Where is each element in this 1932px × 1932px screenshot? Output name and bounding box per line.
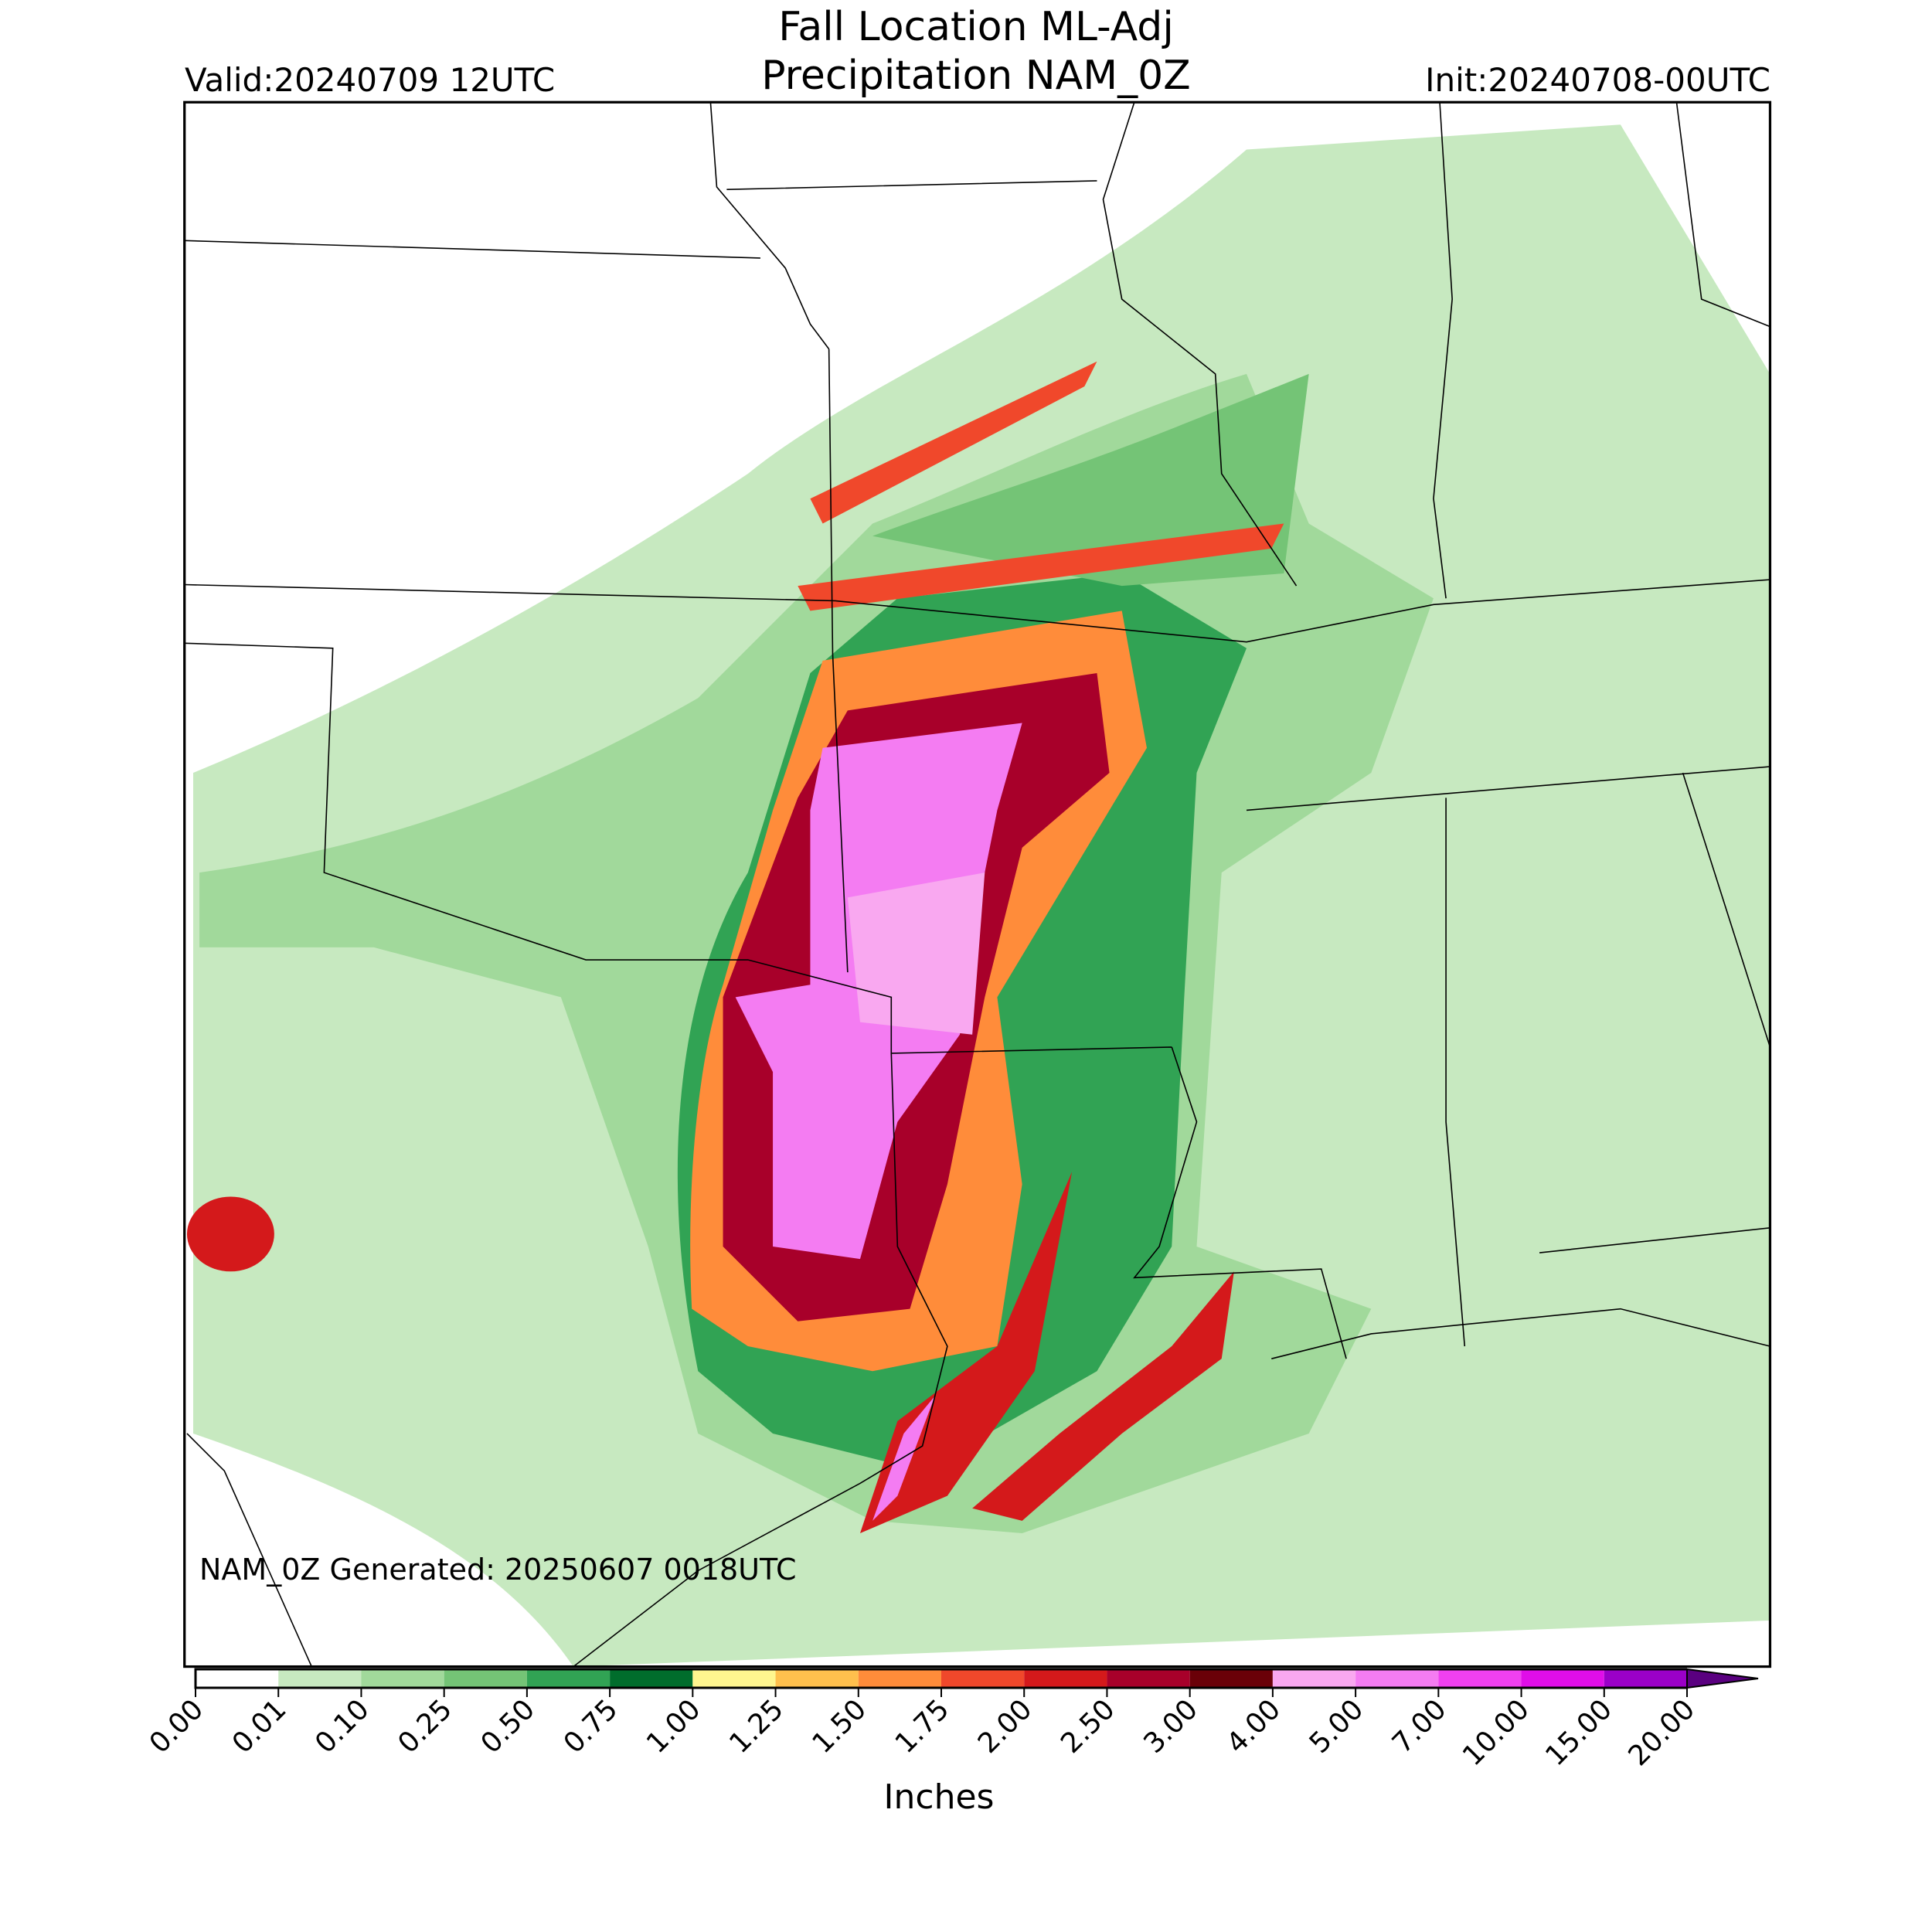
colorbar-tick-label: 1.50 [806, 1693, 872, 1760]
colorbar-segment [444, 1669, 527, 1688]
colorbar-tick-label: 0.10 [309, 1693, 376, 1760]
colorbar-segment [1107, 1669, 1190, 1688]
colorbar-segment [1355, 1669, 1439, 1688]
colorbar-segment [858, 1669, 941, 1688]
state-borders [184, 102, 1770, 1667]
colorbar-segment [1272, 1669, 1356, 1688]
title-line: Fall Location ML-Adj [778, 4, 1174, 50]
valid-time: Valid:20240709 12UTC [185, 61, 555, 99]
map [183, 100, 1772, 1668]
colorbar-tick-label: 0.50 [475, 1693, 542, 1760]
annotation: NAM_0Z Generated: 20250607 0018UTC [199, 1553, 797, 1587]
colorbar-tick-label: 10.00 [1457, 1693, 1536, 1772]
init-time: Init:20240708-00UTC [1425, 61, 1770, 99]
colorbar-tick-label: 1.25 [723, 1693, 790, 1760]
precip-field [186, 124, 1770, 1667]
colorbar-extension [1686, 1668, 1759, 1689]
colorbar-segment [526, 1669, 611, 1688]
colorbar-tick-label: 1.75 [889, 1693, 956, 1760]
colorbar-tick-label: 0.00 [144, 1693, 210, 1760]
colorbar-segment [775, 1669, 859, 1688]
colorbar-segment [1024, 1669, 1107, 1688]
colorbar-label: Inches [884, 1777, 995, 1817]
colorbar-tick-label: 3.00 [1138, 1693, 1204, 1760]
colorbar-tick-label: 5.00 [1304, 1693, 1370, 1760]
colorbar-segment [941, 1669, 1025, 1688]
colorbar-tick-label: 0.25 [392, 1693, 458, 1760]
colorbar-tick-label: 15.00 [1539, 1693, 1618, 1772]
colorbar-segment [196, 1669, 279, 1688]
colorbar-segment [610, 1669, 693, 1688]
colorbar-segment [1521, 1669, 1604, 1688]
colorbar-segment [1604, 1669, 1687, 1688]
title-line: Precipitation NAM_0Z [761, 53, 1191, 99]
map-frame [183, 100, 1772, 1668]
colorbar-tick-label: 0.75 [558, 1693, 624, 1760]
colorbar-segment [361, 1669, 444, 1688]
colorbar-segment [1438, 1669, 1522, 1688]
colorbar-tick-label: 2.00 [972, 1693, 1039, 1760]
colorbar-tick-label: 0.01 [226, 1693, 293, 1760]
colorbar-segment [1189, 1669, 1273, 1688]
colorbar-tick-label: 20.00 [1622, 1693, 1701, 1772]
colorbar-tick-label: 4.00 [1221, 1693, 1287, 1760]
colorbar-tick-label: 7.00 [1386, 1693, 1453, 1760]
colorbar: 0.00 0.01 0.10 0.25 0.50 0.75 1.00 1.25 1.50 1.75… [144, 1668, 1759, 1772]
colorbar-segment [278, 1669, 362, 1688]
colorbar-tick-label: 1.00 [641, 1693, 707, 1760]
colorbar-tick-label: 2.50 [1055, 1693, 1121, 1760]
colorbar-segment [692, 1669, 776, 1688]
